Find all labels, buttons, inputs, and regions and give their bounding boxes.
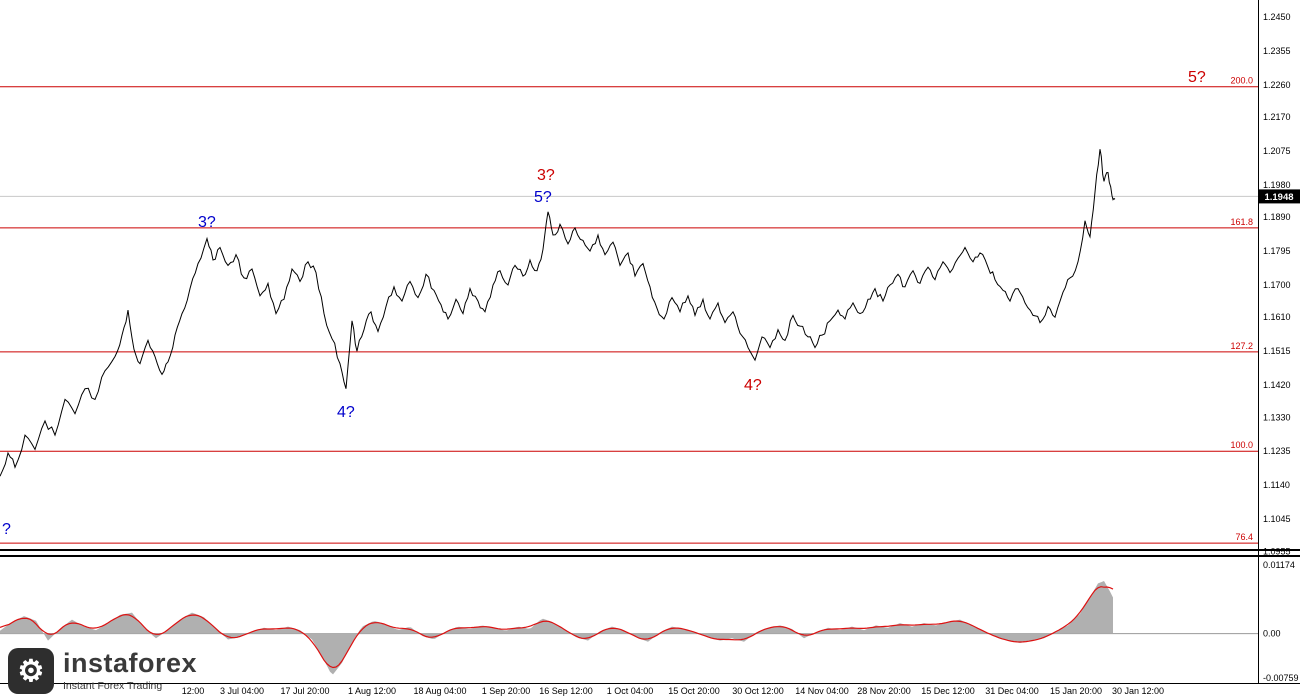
wave-label: ? bbox=[2, 521, 11, 538]
price-line-path bbox=[0, 149, 1116, 477]
time-axis-label: 15 Oct 20:00 bbox=[668, 686, 720, 696]
axis-labels-layer: 0.01174 0.00 -0.00759 1.2450 1.2355 1.2260 1.2… bbox=[182, 12, 1300, 696]
fib-level-label: 200.0 bbox=[1230, 76, 1253, 86]
price-axis-label: 1.1795 bbox=[1263, 246, 1291, 256]
price-axis-label: 1.1420 bbox=[1263, 380, 1291, 390]
price-axis-label: 1.1980 bbox=[1263, 180, 1291, 190]
time-axis-label: 15 Jan 20:00 bbox=[1050, 686, 1102, 696]
fib-level-label: 76.4 bbox=[1235, 532, 1253, 542]
fib-lines-layer: 200.0 161.8 127.2 100.0 76.4 bbox=[0, 76, 1258, 544]
fib-level-label: 100.0 bbox=[1230, 440, 1253, 450]
time-axis-label: 18 Aug 04:00 bbox=[413, 686, 466, 696]
time-axis-label: 30 Oct 12:00 bbox=[732, 686, 784, 696]
oscillator-max-label: 0.01174 bbox=[1263, 560, 1295, 570]
instaforex-logo: ⚙ instaforex Instant Forex Trading bbox=[8, 648, 197, 694]
time-axis-label: 12:00 bbox=[182, 686, 205, 696]
time-axis-label: 15 Dec 12:00 bbox=[921, 686, 975, 696]
brand-tagline: Instant Forex Trading bbox=[63, 680, 163, 692]
oscillator-layer bbox=[0, 581, 1258, 675]
gear-icon: ⚙ bbox=[8, 648, 54, 694]
time-axis-label: 16 Sep 12:00 bbox=[539, 686, 593, 696]
oscillator-zero-label: 0.00 bbox=[1263, 629, 1281, 639]
chart-frame-layer bbox=[0, 0, 1300, 684]
wave-labels-layer: 3? 4? 5? 3? 4? 5?? bbox=[2, 69, 1206, 538]
price-axis-label: 1.2075 bbox=[1263, 146, 1291, 156]
time-axis-label: 31 Dec 04:00 bbox=[985, 686, 1039, 696]
wave-label: 3? bbox=[198, 214, 216, 231]
price-axis-label: 1.2260 bbox=[1263, 80, 1291, 90]
fib-level-label: 127.2 bbox=[1230, 341, 1253, 351]
price-axis-label: 1.1890 bbox=[1263, 212, 1291, 222]
price-axis-label: 1.2355 bbox=[1263, 46, 1291, 56]
current-price-box bbox=[1259, 189, 1300, 204]
time-axis-label: 1 Sep 20:00 bbox=[482, 686, 531, 696]
price-axis-label: 1.1045 bbox=[1263, 514, 1291, 524]
logo-text: instaforex Instant Forex Trading bbox=[63, 648, 198, 693]
price-axis-label: 1.1235 bbox=[1263, 446, 1291, 456]
price-axis-label: 1.1610 bbox=[1263, 312, 1291, 322]
wave-label: 3? bbox=[537, 167, 555, 184]
current-price-label: 1.1948 bbox=[1264, 192, 1293, 203]
time-axis-label: 17 Jul 20:00 bbox=[280, 686, 329, 696]
price-axis-label: 1.1515 bbox=[1263, 346, 1291, 356]
fib-level-label: 161.8 bbox=[1230, 217, 1253, 227]
time-axis-label: 14 Nov 04:00 bbox=[795, 686, 849, 696]
price-axis-label: 1.2170 bbox=[1263, 112, 1291, 122]
wave-label: 4? bbox=[744, 377, 762, 394]
time-axis-label: 28 Nov 20:00 bbox=[857, 686, 911, 696]
wave-label: 4? bbox=[337, 404, 355, 421]
brand-name: instaforex bbox=[63, 648, 198, 678]
price-axis-label: 1.1330 bbox=[1263, 412, 1291, 422]
oscillator-min-label: -0.00759 bbox=[1263, 673, 1299, 683]
price-axis-label: 1.2450 bbox=[1263, 12, 1291, 22]
time-axis-label: 3 Jul 04:00 bbox=[220, 686, 264, 696]
time-axis-label: 1 Aug 12:00 bbox=[348, 686, 396, 696]
time-axis-label: 1 Oct 04:00 bbox=[607, 686, 654, 696]
time-axis-label: 30 Jan 12:00 bbox=[1112, 686, 1164, 696]
price-axis-label: 1.0955 bbox=[1263, 546, 1291, 556]
wave-label: 5? bbox=[534, 189, 552, 206]
price-series-layer bbox=[0, 149, 1116, 477]
oscillator-signal-line bbox=[0, 586, 1114, 669]
price-axis-label: 1.1700 bbox=[1263, 280, 1291, 290]
wave-label: 5? bbox=[1188, 69, 1206, 86]
price-axis-label: 1.1140 bbox=[1263, 480, 1290, 490]
oscillator-fill bbox=[0, 581, 1113, 675]
